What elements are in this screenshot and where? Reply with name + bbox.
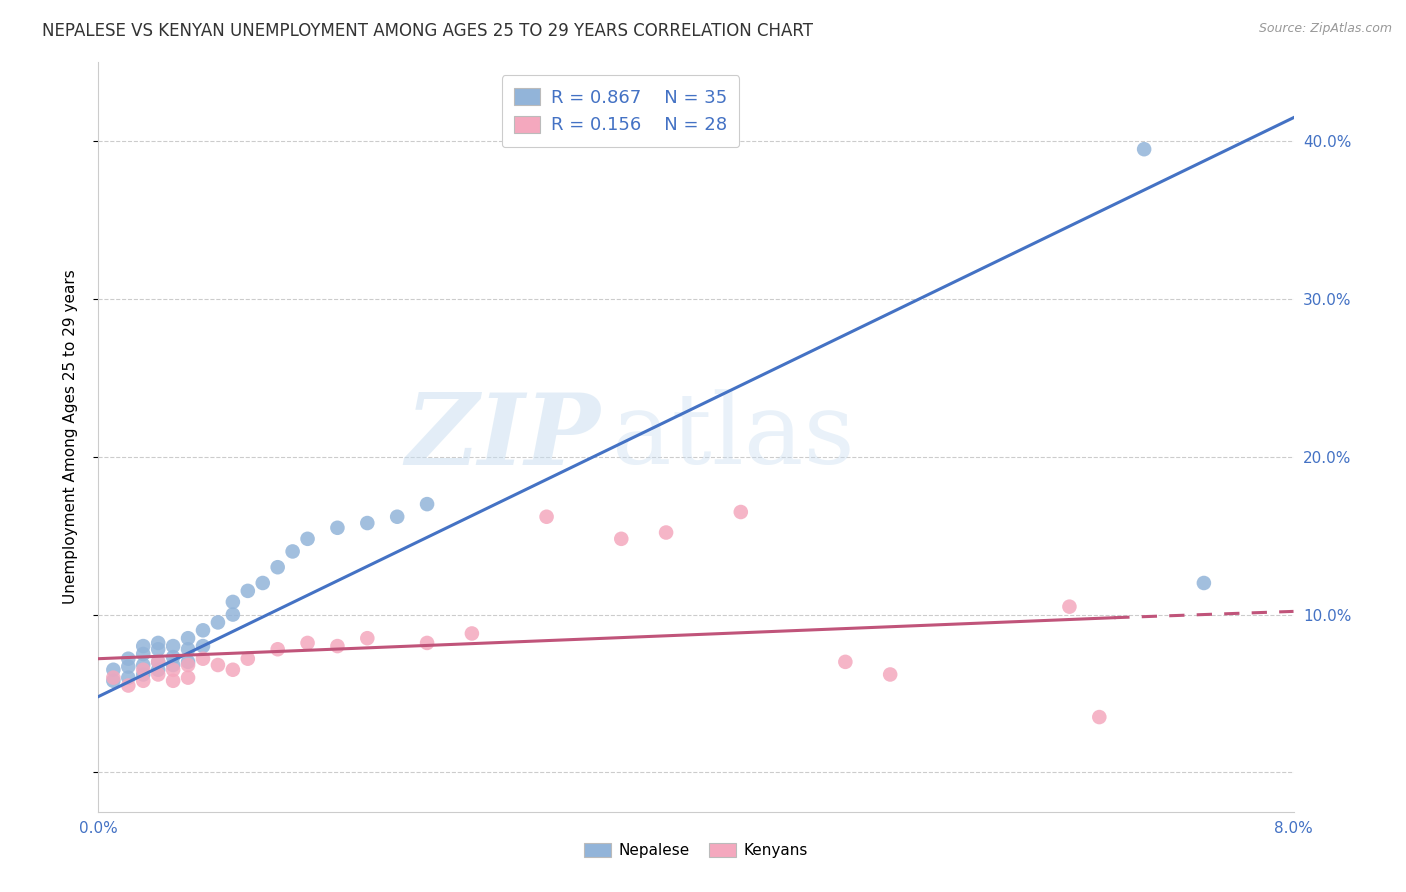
Point xyxy=(267,642,290,657)
Point xyxy=(162,673,184,688)
Point xyxy=(177,655,200,669)
Point xyxy=(222,595,245,609)
Point xyxy=(1088,710,1111,724)
Point xyxy=(610,532,633,546)
Point xyxy=(236,583,259,598)
Point xyxy=(281,544,304,558)
Point xyxy=(132,663,155,677)
Point xyxy=(461,626,484,640)
Point xyxy=(834,655,856,669)
Point xyxy=(148,636,170,650)
Legend: Nepalese, Kenyans: Nepalese, Kenyans xyxy=(578,837,814,864)
Point xyxy=(207,615,229,630)
Point xyxy=(117,679,139,693)
Point xyxy=(162,650,184,665)
Point xyxy=(191,651,214,665)
Point xyxy=(132,673,155,688)
Point xyxy=(267,560,290,574)
Point xyxy=(1059,599,1081,614)
Y-axis label: Unemployment Among Ages 25 to 29 years: Unemployment Among Ages 25 to 29 years xyxy=(63,269,77,605)
Point xyxy=(177,671,200,685)
Point xyxy=(148,655,170,669)
Point xyxy=(103,673,125,688)
Point xyxy=(297,636,319,650)
Point xyxy=(416,497,439,511)
Point xyxy=(222,663,245,677)
Point xyxy=(117,651,139,665)
Point xyxy=(356,631,378,645)
Point xyxy=(655,525,678,540)
Point xyxy=(222,607,245,622)
Text: Source: ZipAtlas.com: Source: ZipAtlas.com xyxy=(1258,22,1392,36)
Point xyxy=(162,663,184,677)
Point xyxy=(191,624,214,638)
Point xyxy=(191,639,214,653)
Point xyxy=(117,659,139,673)
Point xyxy=(148,642,170,657)
Point xyxy=(177,642,200,657)
Point xyxy=(117,671,139,685)
Point xyxy=(536,509,558,524)
Point xyxy=(177,658,200,673)
Point xyxy=(1192,576,1215,591)
Point xyxy=(148,663,170,677)
Point xyxy=(162,639,184,653)
Point xyxy=(132,667,155,681)
Point xyxy=(132,647,155,661)
Point xyxy=(103,671,125,685)
Point xyxy=(132,639,155,653)
Text: NEPALESE VS KENYAN UNEMPLOYMENT AMONG AGES 25 TO 29 YEARS CORRELATION CHART: NEPALESE VS KENYAN UNEMPLOYMENT AMONG AG… xyxy=(42,22,813,40)
Point xyxy=(148,667,170,681)
Point xyxy=(297,532,319,546)
Point xyxy=(207,658,229,673)
Point xyxy=(177,631,200,645)
Text: ZIP: ZIP xyxy=(405,389,600,485)
Point xyxy=(416,636,439,650)
Point xyxy=(132,658,155,673)
Point xyxy=(326,639,349,653)
Point xyxy=(326,521,349,535)
Point xyxy=(385,509,409,524)
Point xyxy=(103,663,125,677)
Point xyxy=(252,576,274,591)
Point xyxy=(730,505,752,519)
Point xyxy=(356,516,378,530)
Point xyxy=(236,651,259,665)
Text: atlas: atlas xyxy=(613,389,855,485)
Point xyxy=(879,667,901,681)
Point xyxy=(148,655,170,669)
Point xyxy=(1133,142,1156,156)
Point xyxy=(162,658,184,673)
